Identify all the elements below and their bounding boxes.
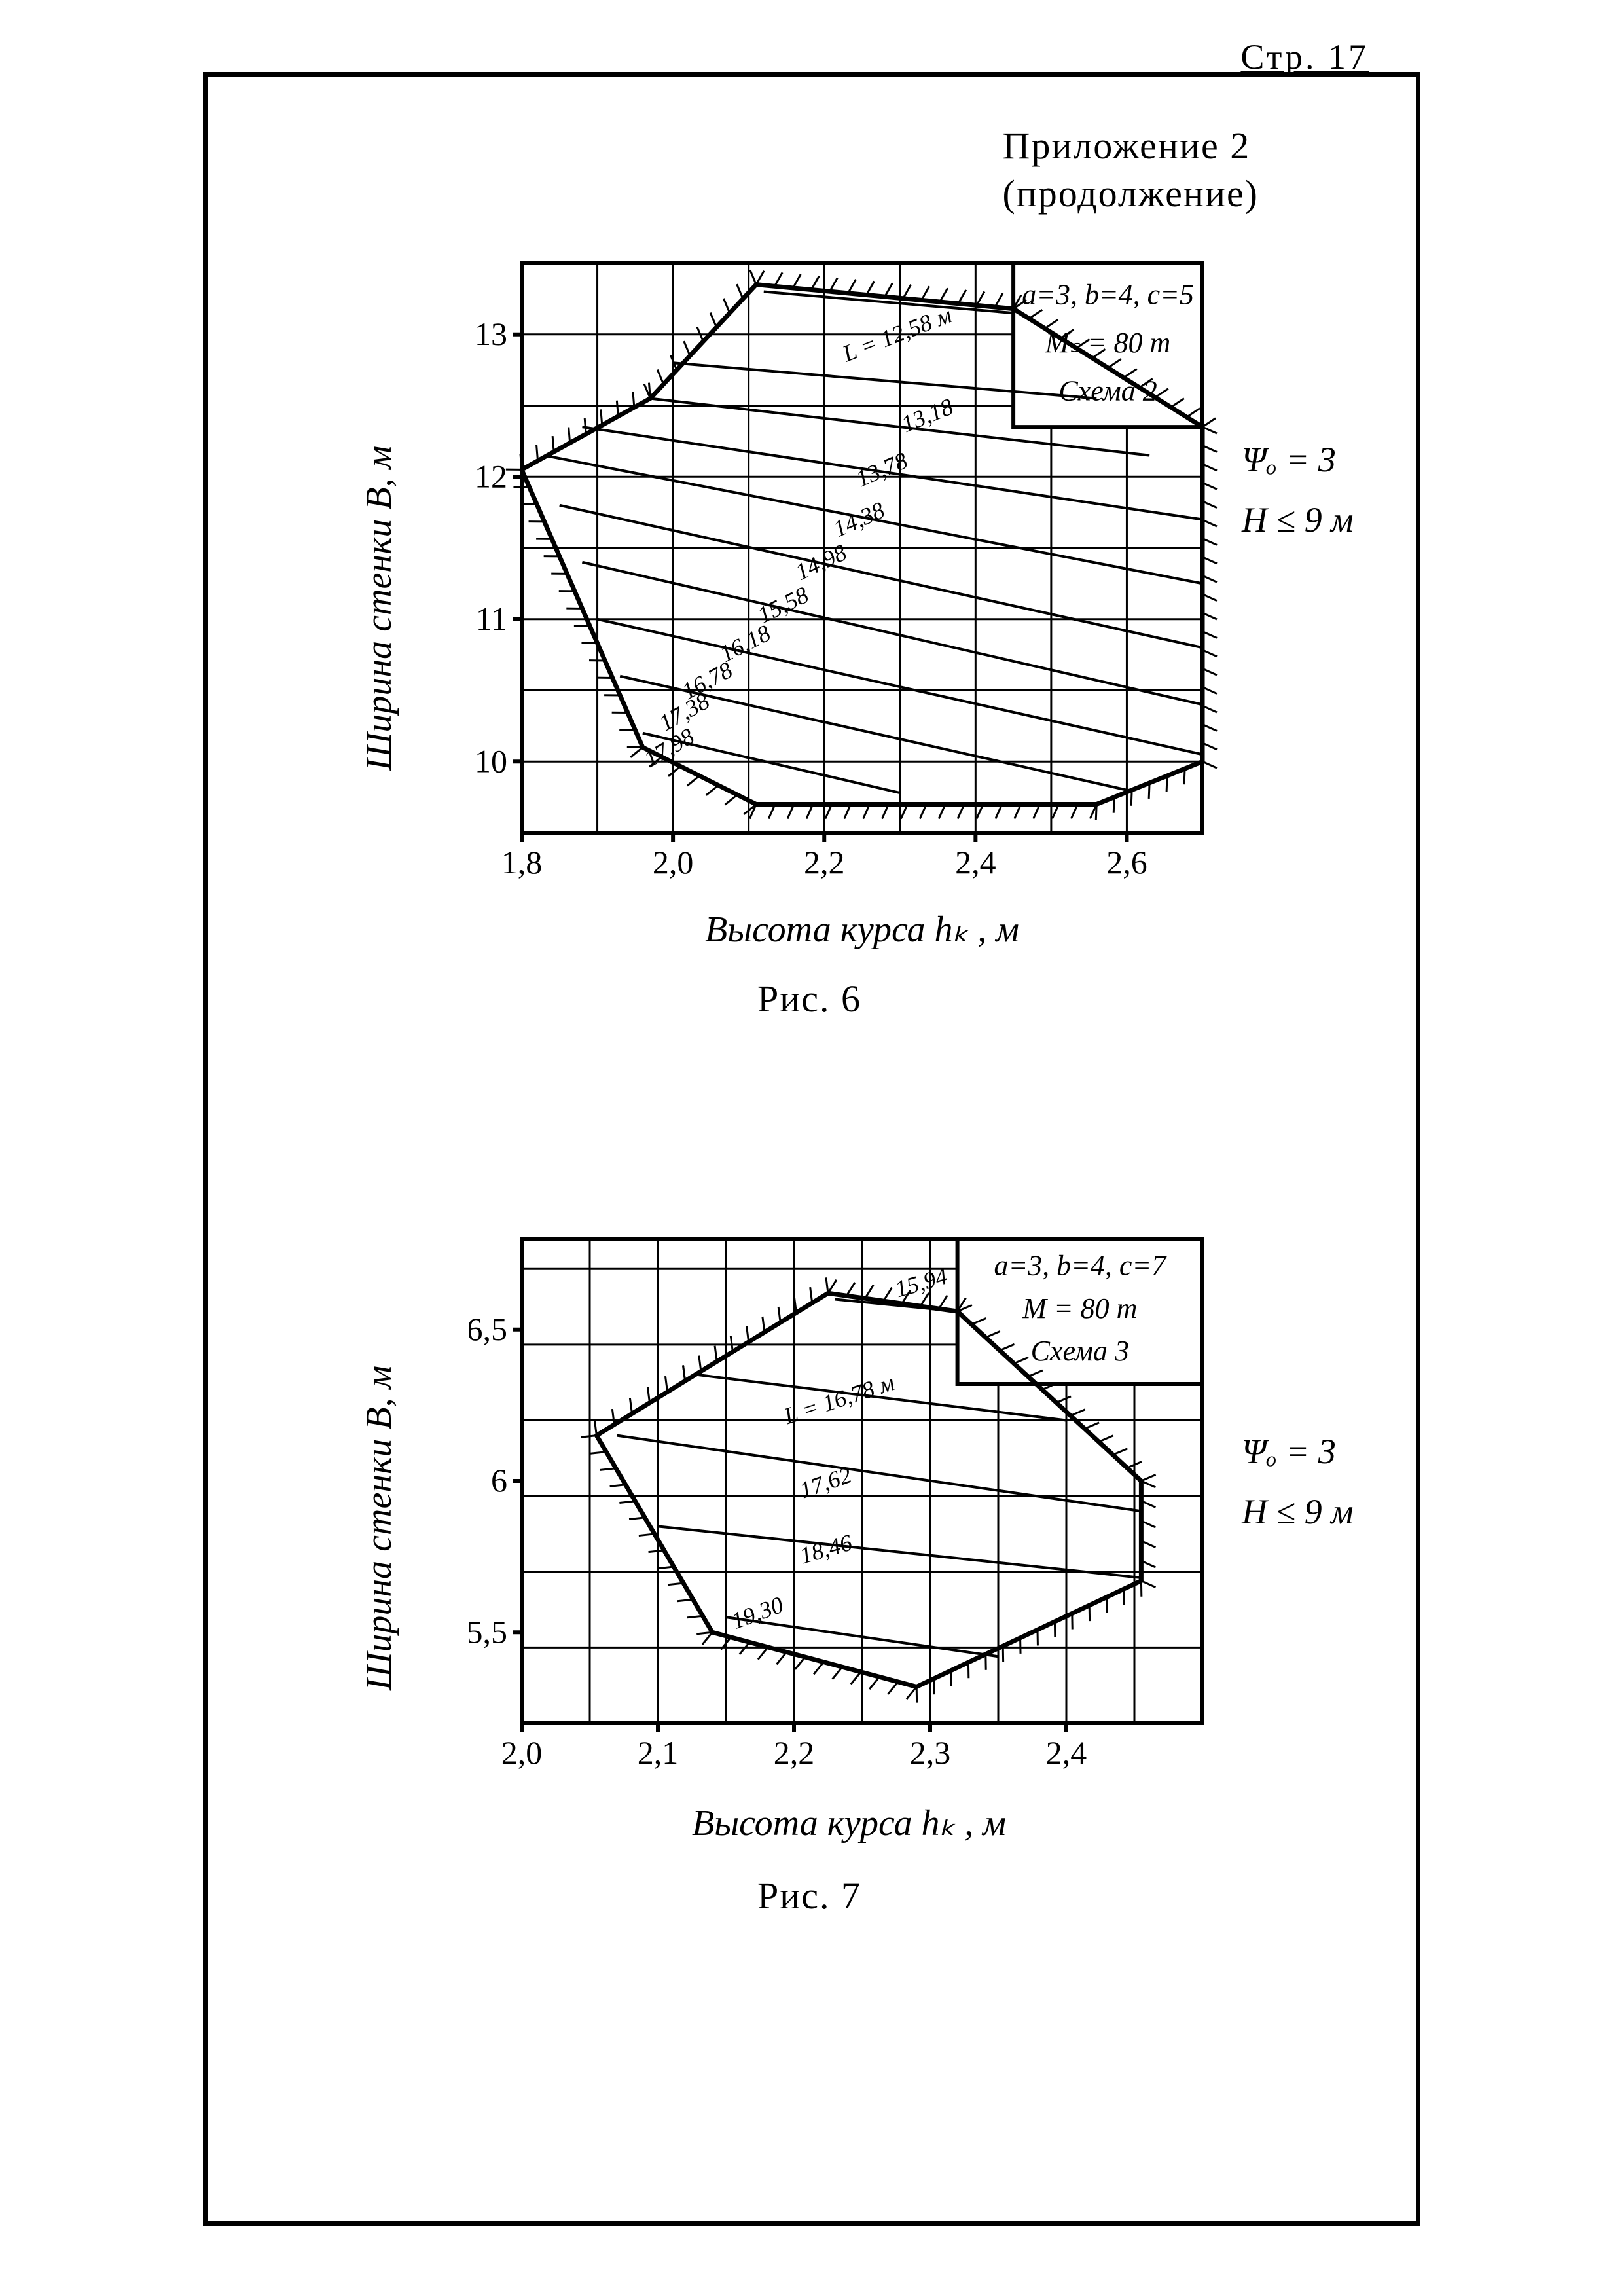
chart-1-plot: 1,8 2,0 2,2 2,4 2,6 10 11 12 13 a=3, b=4, c=5 Mₛ =… xyxy=(469,247,1255,915)
svg-text:18,46: 18,46 xyxy=(797,1529,855,1569)
chart-2-psi-label: Ψₒ = 3 xyxy=(1242,1422,1354,1482)
page-frame: Приложение 2 (продолжение) Ширина стенки… xyxy=(203,72,1420,2226)
page-number: Стр. 17 xyxy=(1240,37,1369,77)
page: Стр. 17 Приложение 2 (продолжение) Ширин… xyxy=(0,0,1624,2296)
svg-text:1,8: 1,8 xyxy=(501,844,543,881)
svg-text:12: 12 xyxy=(475,458,507,494)
svg-text:2,1: 2,1 xyxy=(638,1734,679,1771)
chart-1-figure-caption: Рис. 6 xyxy=(757,977,861,1021)
chart-2-x-axis-label: Высота курса hₖ , м xyxy=(692,1802,1006,1844)
chart-2-side-note: Ψₒ = 3 H ≤ 9 м xyxy=(1242,1422,1354,1542)
chart-2: Ширина стенки B, м 2,0 2,1 2,2 2,3 2,4 5,5 6 6,… xyxy=(338,1219,1386,1926)
chart-1-side-note: Ψₒ = 3 H ≤ 9 м xyxy=(1242,430,1354,551)
svg-text:19,30: 19,30 xyxy=(728,1592,787,1634)
chart-1-x-axis-label: Высота курса hₖ , м xyxy=(705,908,1019,951)
svg-text:a=3, b=4, c=5: a=3, b=4, c=5 xyxy=(1022,279,1194,311)
chart-1-h-label: H ≤ 9 м xyxy=(1242,490,1354,551)
chart-2-plot: 2,0 2,1 2,2 2,3 2,4 5,5 6 6,5 a=3, b=4, c=7 M = 8… xyxy=(469,1219,1255,1808)
chart-2-y-axis-label: Ширина стенки B, м xyxy=(358,1366,400,1690)
svg-text:2,4: 2,4 xyxy=(1046,1734,1087,1771)
svg-text:a=3, b=4, c=7: a=3, b=4, c=7 xyxy=(994,1250,1167,1282)
svg-text:2,2: 2,2 xyxy=(774,1734,815,1771)
svg-text:2,0: 2,0 xyxy=(501,1734,543,1771)
appendix-line2: (продолжение) xyxy=(1002,170,1259,218)
chart-2-h-label: H ≤ 9 м xyxy=(1242,1482,1354,1542)
svg-text:2,6: 2,6 xyxy=(1106,844,1147,881)
appendix-line1: Приложение 2 xyxy=(1002,122,1259,170)
chart-1: Ширина стенки B, м 1,8 2,0 2,2 2,4 2,6 10 11 12… xyxy=(338,247,1386,1000)
svg-text:10: 10 xyxy=(475,742,507,779)
svg-text:2,0: 2,0 xyxy=(653,844,694,881)
chart-2-figure-caption: Рис. 7 xyxy=(757,1874,861,1918)
svg-text:5,5: 5,5 xyxy=(469,1613,507,1650)
svg-text:6,5: 6,5 xyxy=(469,1311,507,1347)
svg-text:M = 80 т: M = 80 т xyxy=(1022,1292,1137,1324)
svg-text:6: 6 xyxy=(491,1462,507,1499)
svg-text:17,62: 17,62 xyxy=(796,1461,855,1503)
svg-text:Mₛ = 80 т: Mₛ = 80 т xyxy=(1045,327,1171,359)
appendix-header: Приложение 2 (продолжение) xyxy=(1002,122,1259,217)
chart-1-y-axis-label: Ширина стенки B, м xyxy=(358,446,400,771)
svg-text:2,3: 2,3 xyxy=(910,1734,951,1771)
svg-text:2,2: 2,2 xyxy=(804,844,845,881)
svg-text:11: 11 xyxy=(476,600,507,637)
chart-1-psi-label: Ψₒ = 3 xyxy=(1242,430,1354,490)
svg-text:Схема 3: Схема 3 xyxy=(1031,1335,1129,1367)
svg-text:13: 13 xyxy=(475,316,507,352)
svg-text:2,4: 2,4 xyxy=(955,844,996,881)
